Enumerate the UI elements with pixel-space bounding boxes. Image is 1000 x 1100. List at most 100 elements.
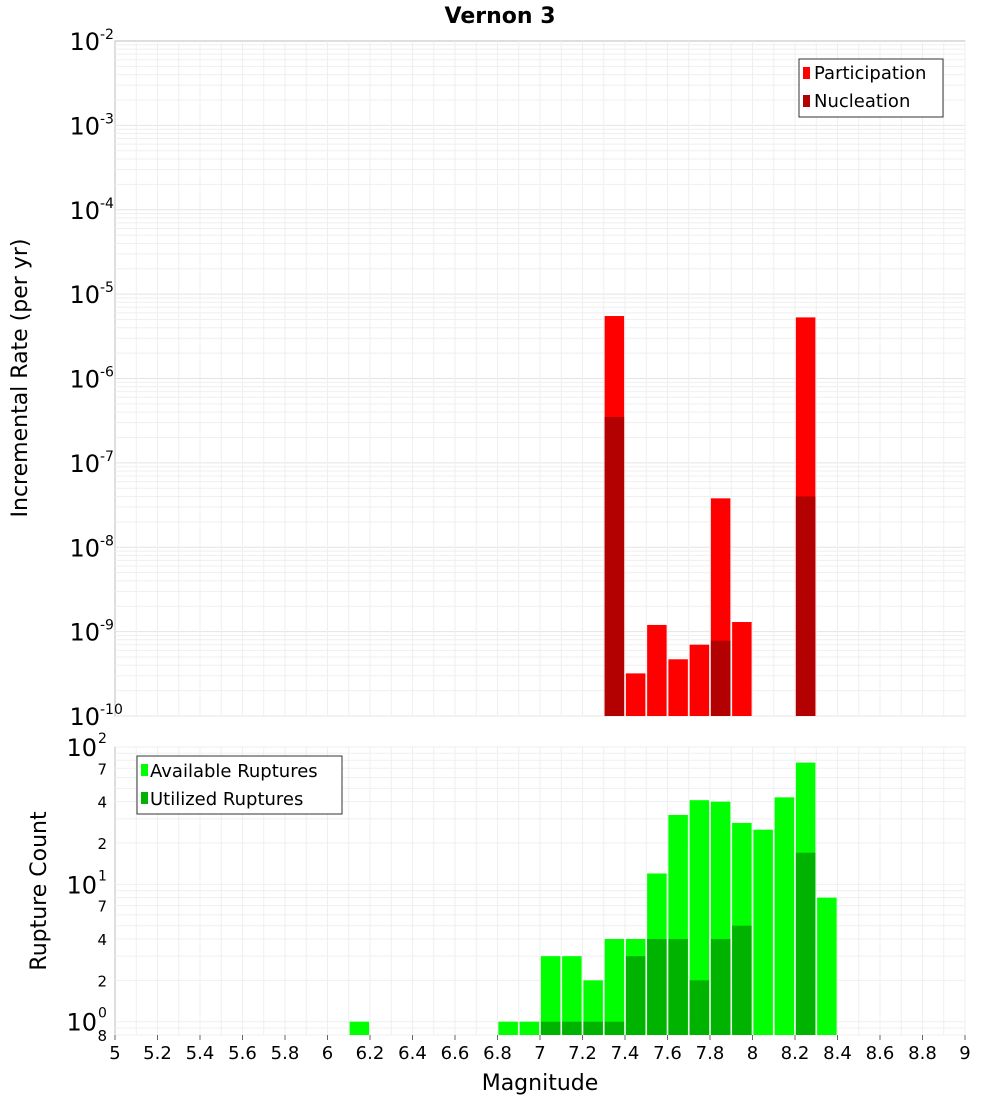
x-tick-label: 6.2 xyxy=(356,1043,385,1064)
top-grid xyxy=(115,41,966,717)
bottom-y-minor-tick-label: 7 xyxy=(97,760,107,778)
available-ruptures-bar xyxy=(540,956,561,1035)
top-y-tick-label: 10 xyxy=(69,281,100,309)
nucleation-bar xyxy=(710,640,731,716)
top-y-tick-exponent: -10 xyxy=(100,702,123,718)
available-ruptures-bar xyxy=(519,1021,540,1035)
legend-swatch-utilized xyxy=(141,792,148,804)
participation-bar xyxy=(732,622,752,716)
utilized-ruptures-bar xyxy=(668,939,688,1035)
utilized-ruptures-bar xyxy=(710,939,731,1035)
top-y-tick-label: 10 xyxy=(69,619,100,647)
available-ruptures-bar xyxy=(498,1021,518,1035)
utilized-ruptures-bar xyxy=(540,1021,561,1035)
utilized-ruptures-bar xyxy=(647,939,667,1035)
participation-bar xyxy=(647,624,667,716)
available-ruptures-bar xyxy=(689,800,710,1035)
x-tick-label: 9 xyxy=(959,1043,970,1064)
bottom-bars xyxy=(349,762,837,1035)
x-tick-label: 5.8 xyxy=(271,1043,300,1064)
x-tick-label: 8.8 xyxy=(908,1043,937,1064)
participation-bar xyxy=(625,673,646,716)
available-ruptures-bar xyxy=(753,829,773,1035)
bottom-y-minor-tick-label: 8 xyxy=(97,1027,107,1045)
bottom-y-tick-label: 10 xyxy=(66,1009,97,1037)
bottom-y-minor-tick-label: 2 xyxy=(97,972,107,990)
x-tick-label: 7.6 xyxy=(653,1043,682,1064)
legend-swatch-available xyxy=(141,764,148,776)
available-ruptures-bar xyxy=(774,797,795,1035)
top-y-tick-exponent: -6 xyxy=(100,365,114,381)
x-tick-label: 8.4 xyxy=(823,1043,852,1064)
top-y-axis-label: Incremental Rate (per yr) xyxy=(8,239,33,518)
top-y-tick-label: 10 xyxy=(69,197,100,225)
available-ruptures-bar xyxy=(817,897,837,1035)
x-tick-label: 8.2 xyxy=(781,1043,810,1064)
bottom-y-minor-tick-label: 2 xyxy=(97,835,107,853)
legend-label-available: Available Ruptures xyxy=(150,761,318,782)
utilized-ruptures-bar xyxy=(604,1021,625,1035)
available-ruptures-bar xyxy=(349,1021,370,1035)
x-tick-label: 6 xyxy=(322,1043,333,1064)
top-y-tick-exponent: -4 xyxy=(100,196,114,212)
top-y-tick-label: 10 xyxy=(69,366,100,394)
x-tick-label: 5.4 xyxy=(186,1043,215,1064)
bottom-x-ticks: 5 5.2 5.4 5.6 5.8 6 6.2 6.4 6.6 6.8 7 7.2 7.4 7.6 7.8 8… xyxy=(109,1035,971,1064)
bottom-y-tick-exponent: 2 xyxy=(98,731,107,747)
top-y-tick-label: 10 xyxy=(69,450,100,478)
top-y-tick-exponent: -8 xyxy=(100,533,114,549)
top-y-tick-label: 10 xyxy=(69,703,100,731)
bottom-y-minor-tick-label: 4 xyxy=(97,794,107,812)
x-tick-label: 5.6 xyxy=(228,1043,257,1064)
top-y-tick-label: 10 xyxy=(69,534,100,562)
legend-label-utilized: Utilized Ruptures xyxy=(150,789,303,810)
bottom-y-minor-tick-label: 7 xyxy=(97,898,107,916)
bottom-y-axis-label: Rupture Count xyxy=(27,811,52,971)
top-y-tick-exponent: -5 xyxy=(100,280,114,296)
utilized-ruptures-bar xyxy=(732,925,752,1035)
bottom-y-tick-exponent: 0 xyxy=(98,1006,107,1022)
legend-label-participation: Participation xyxy=(814,63,926,84)
top-y-tick-exponent: -9 xyxy=(100,618,114,634)
utilized-ruptures-bar xyxy=(625,956,646,1035)
x-tick-label: 6.6 xyxy=(441,1043,470,1064)
participation-bar xyxy=(689,644,710,716)
x-tick-label: 7.4 xyxy=(611,1043,640,1064)
available-ruptures-bar xyxy=(583,980,603,1035)
top-y-tick-label: 10 xyxy=(69,112,100,140)
top-y-tick-label: 10 xyxy=(69,28,100,56)
x-tick-label: 8 xyxy=(747,1043,758,1064)
utilized-ruptures-bar xyxy=(583,1021,603,1035)
x-tick-label: 5.2 xyxy=(143,1043,172,1064)
bottom-y-minor-tick-label: 4 xyxy=(97,931,107,949)
chart-title: Vernon 3 xyxy=(445,4,556,29)
utilized-ruptures-bar xyxy=(689,980,710,1035)
x-axis-label: Magnitude xyxy=(482,1071,599,1096)
bottom-y-tick-label: 10 xyxy=(66,734,97,762)
top-y-tick-exponent: -3 xyxy=(100,111,114,127)
nucleation-bar xyxy=(604,416,625,716)
bottom-y-tick-label: 10 xyxy=(66,871,97,899)
utilized-ruptures-bar xyxy=(795,852,816,1035)
x-tick-label: 7.8 xyxy=(696,1043,725,1064)
legend-label-nucleation: Nucleation xyxy=(814,91,910,112)
x-tick-label: 5 xyxy=(109,1043,120,1064)
bottom-y-tick-exponent: 1 xyxy=(98,868,107,884)
x-tick-label: 7 xyxy=(534,1043,545,1064)
nucleation-bar xyxy=(795,496,816,716)
legend-swatch-participation xyxy=(803,67,810,79)
top-y-tick-exponent: -2 xyxy=(100,27,114,43)
top-legend: Participation Nucleation xyxy=(798,58,944,118)
x-tick-label: 6.4 xyxy=(398,1043,427,1064)
x-tick-label: 7.2 xyxy=(568,1043,597,1064)
bottom-grid xyxy=(115,746,966,1036)
x-tick-label: 8.6 xyxy=(866,1043,895,1064)
top-y-tick-exponent: -7 xyxy=(100,449,114,465)
available-ruptures-bar xyxy=(604,939,625,1035)
x-tick-label: 6.8 xyxy=(483,1043,512,1064)
